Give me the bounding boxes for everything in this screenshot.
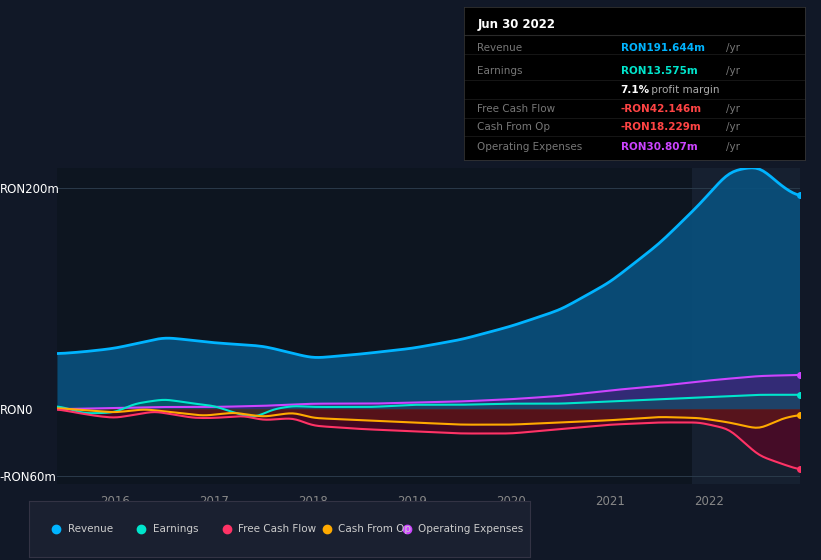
Text: Cash From Op: Cash From Op bbox=[338, 524, 411, 534]
Text: /yr: /yr bbox=[727, 104, 741, 114]
Text: /yr: /yr bbox=[727, 122, 741, 132]
Text: 7.1%: 7.1% bbox=[621, 85, 649, 95]
Text: Cash From Op: Cash From Op bbox=[478, 122, 551, 132]
Text: /yr: /yr bbox=[727, 142, 741, 152]
Text: RON30.807m: RON30.807m bbox=[621, 142, 697, 152]
Text: Operating Expenses: Operating Expenses bbox=[478, 142, 583, 152]
Text: Jun 30 2022: Jun 30 2022 bbox=[478, 18, 556, 31]
Text: -RON42.146m: -RON42.146m bbox=[621, 104, 702, 114]
Text: RON13.575m: RON13.575m bbox=[621, 66, 697, 76]
Text: -RON18.229m: -RON18.229m bbox=[621, 122, 701, 132]
Text: Revenue: Revenue bbox=[478, 44, 523, 53]
Text: RON191.644m: RON191.644m bbox=[621, 44, 704, 53]
Bar bbox=[692, 168, 804, 484]
Text: Free Cash Flow: Free Cash Flow bbox=[478, 104, 556, 114]
Text: Operating Expenses: Operating Expenses bbox=[419, 524, 524, 534]
Text: /yr: /yr bbox=[727, 66, 741, 76]
Text: Revenue: Revenue bbox=[68, 524, 113, 534]
Text: profit margin: profit margin bbox=[648, 85, 719, 95]
Text: Earnings: Earnings bbox=[478, 66, 523, 76]
Text: Free Cash Flow: Free Cash Flow bbox=[238, 524, 316, 534]
Text: Earnings: Earnings bbox=[153, 524, 199, 534]
Text: /yr: /yr bbox=[727, 44, 741, 53]
